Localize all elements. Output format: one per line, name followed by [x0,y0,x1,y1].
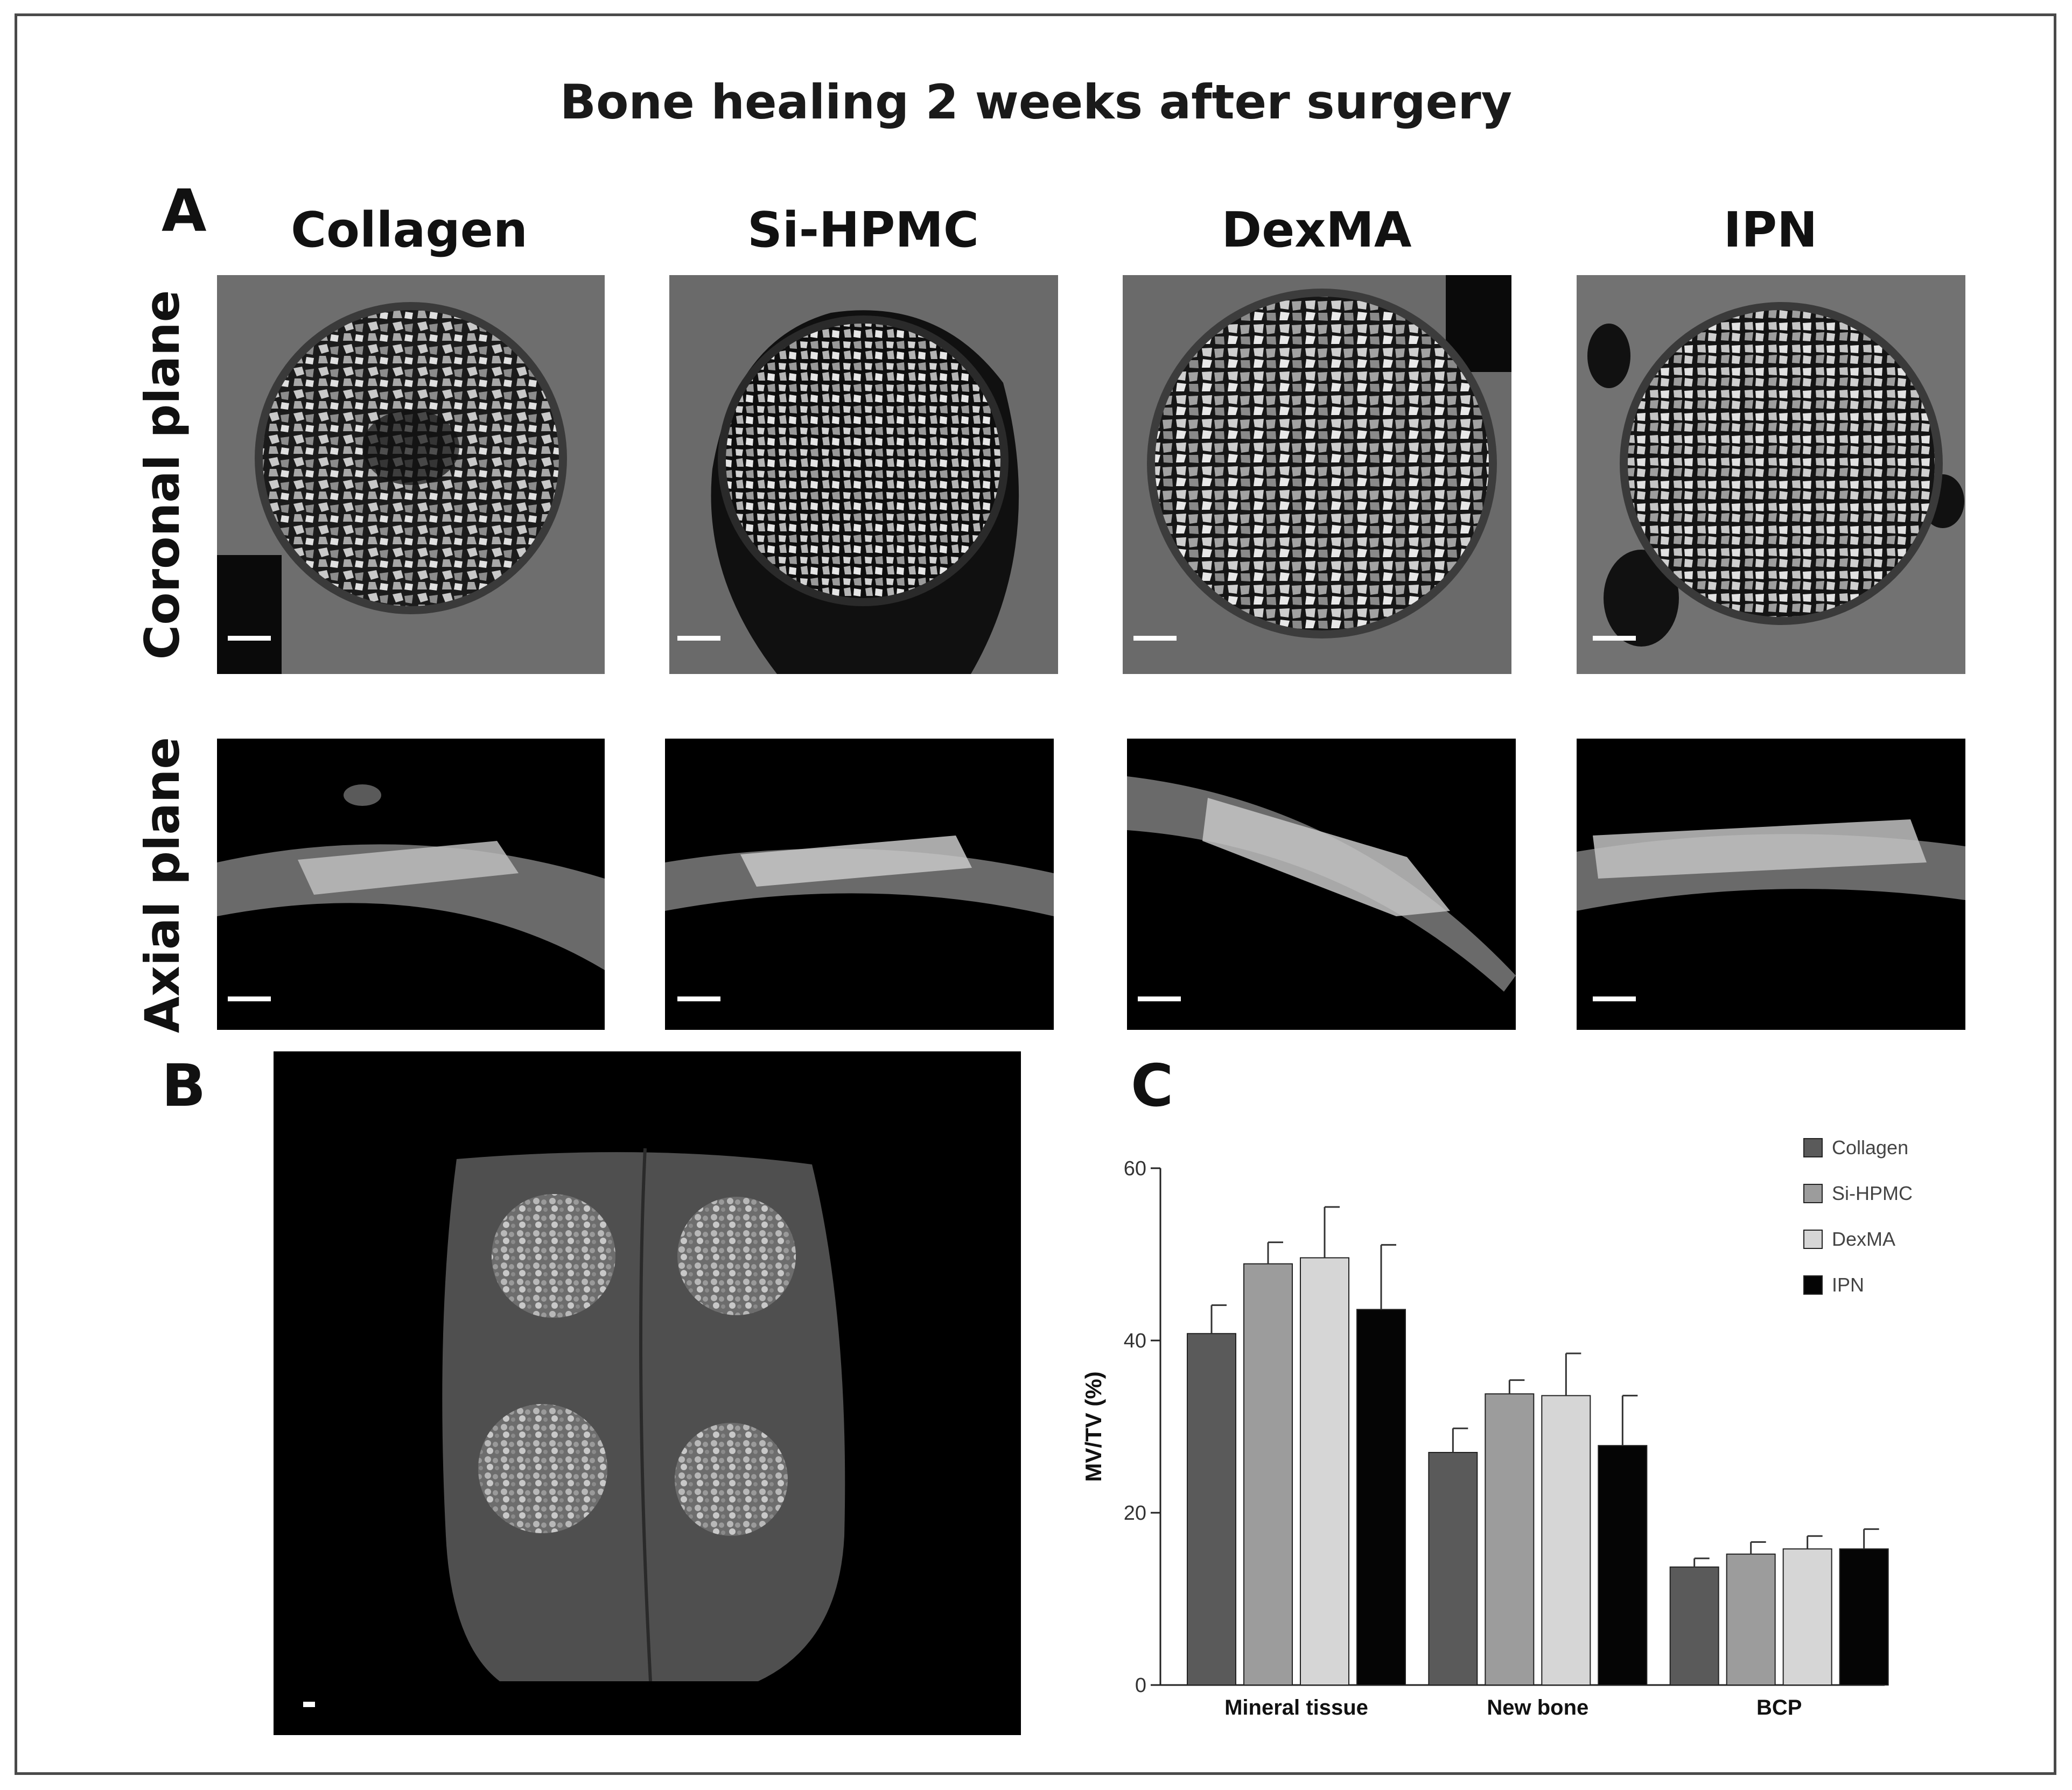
coronal-image-ipn [1577,275,1965,674]
row-label-coronal: Coronal plane [135,290,190,660]
y-tick-label: 60 [1124,1157,1146,1180]
x-tick-label: New bone [1487,1696,1588,1719]
legend-label: IPN [1832,1274,1864,1296]
bar [1726,1553,1776,1686]
figure-title: Bone healing 2 weeks after surgery [559,74,1513,130]
coronal-image-collagen [217,275,605,674]
bar [1782,1548,1832,1686]
legend-label: Si-HPMC [1832,1182,1913,1204]
bar [1541,1395,1591,1686]
chart-bars [1187,1206,1889,1686]
bar-chart: 0 20 40 60 MV/TV (%) Mineral tissue New bone BC… [1081,1136,1913,1719]
legend-label: Collagen [1832,1136,1908,1159]
scale-bar [1593,996,1636,1001]
panel-label-c: C [1131,1052,1174,1120]
bar [1187,1333,1236,1686]
y-tick-label: 0 [1135,1674,1146,1697]
column-label-dexma: DexMA [1221,202,1412,258]
axial-image-ipn [1577,739,1965,1030]
y-axis-title: MV/TV (%) [1081,1371,1106,1482]
column-label-collagen: Collagen [291,202,528,258]
x-tick-label: BCP [1756,1696,1802,1719]
scale-bar [228,636,271,641]
scale-bar [1133,636,1177,641]
scale-bar [677,636,720,641]
legend-swatch [1803,1184,1823,1203]
y-tick-label: 20 [1124,1502,1146,1525]
legend-swatch [1803,1230,1823,1249]
x-tick-label: Mineral tissue [1224,1696,1368,1719]
axial-image-collagen [217,739,605,1030]
scale-bar [303,1702,315,1707]
axial-image-si-hpmc [665,739,1054,1030]
chart-legend: Collagen Si-HPMC DexMA IPN [1803,1136,1913,1296]
column-label-ipn: IPN [1723,202,1818,258]
legend-swatch [1803,1138,1823,1157]
bar [1598,1445,1648,1686]
legend-swatch [1803,1275,1823,1295]
legend-label: DexMA [1832,1228,1895,1250]
bar [1485,1393,1535,1686]
coronal-image-dexma [1123,275,1511,674]
bar [1243,1263,1293,1686]
scale-bar [1138,996,1181,1001]
reconstruction-image [274,1051,1021,1735]
coronal-image-si-hpmc [669,275,1058,674]
axial-image-dexma [1127,739,1516,1030]
y-tick-label: 40 [1124,1330,1146,1352]
bar [1428,1452,1478,1686]
panel-label-b: B [162,1052,206,1120]
bar [1300,1257,1349,1686]
bar [1839,1548,1889,1686]
row-label-axial: Axial plane [135,736,190,1034]
column-label-si-hpmc: Si-HPMC [747,202,979,258]
scale-bar [228,996,271,1001]
scale-bar [1593,636,1636,641]
bar [1669,1566,1719,1686]
scale-bar [677,996,720,1001]
bar [1356,1309,1406,1686]
panel-label-a: A [162,178,207,245]
